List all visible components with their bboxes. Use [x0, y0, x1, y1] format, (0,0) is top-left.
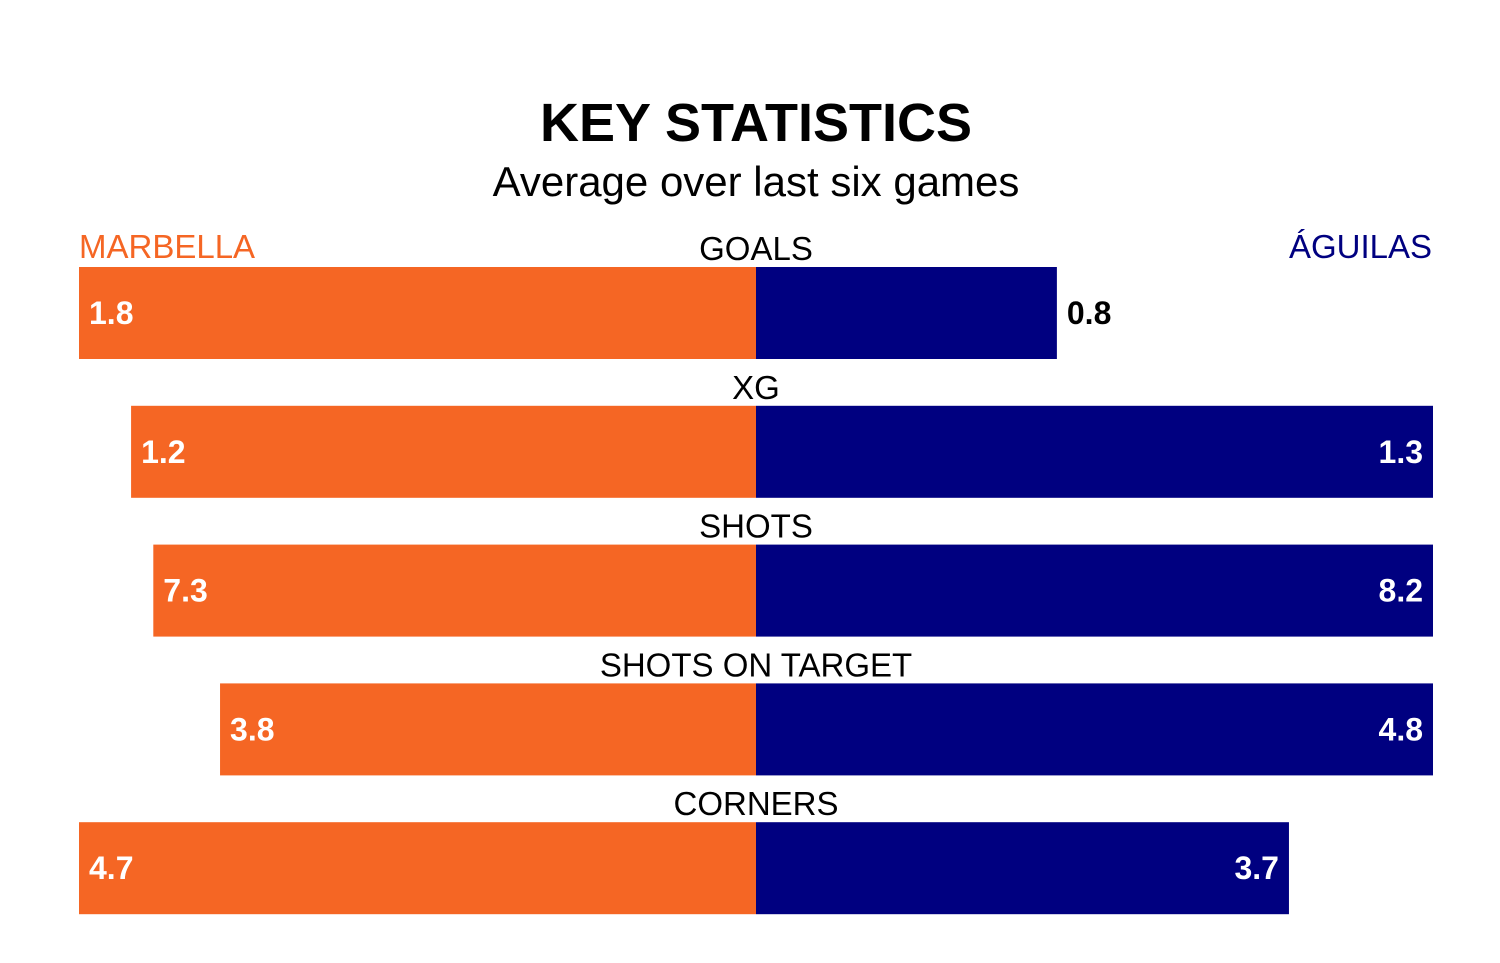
value-label: 4.8	[1379, 711, 1423, 747]
bar-marbella	[153, 544, 756, 637]
bar-marbella	[220, 683, 756, 776]
value-label: 1.2	[141, 434, 185, 470]
value-label: 0.8	[1067, 295, 1111, 331]
bar-marbella	[79, 267, 756, 359]
value-label: 7.3	[163, 573, 207, 609]
bar-away	[756, 683, 1433, 776]
category-label: XG	[732, 369, 780, 406]
value-label: 1.3	[1379, 434, 1423, 470]
bar-away	[756, 544, 1433, 637]
value-label: 3.7	[1234, 850, 1278, 886]
bar-away	[756, 405, 1433, 498]
category-label: SHOTS	[699, 508, 813, 545]
away-team-label: ÁGUILAS	[1288, 228, 1432, 265]
bar-marbella	[79, 822, 756, 915]
category-label: CORNERS	[673, 785, 838, 822]
home-team-label: MARBELLA	[79, 228, 256, 265]
value-label: 3.8	[230, 711, 274, 747]
value-label: 4.7	[89, 850, 133, 886]
category-label: GOALS	[699, 230, 813, 267]
bar-marbella	[131, 405, 757, 498]
bar-away	[756, 267, 1057, 359]
category-label: SHOTS ON TARGET	[600, 646, 912, 683]
bar-away	[756, 822, 1289, 915]
chart-title: KEY STATISTICS	[539, 93, 973, 153]
value-label: 1.8	[89, 295, 133, 331]
chart-subtitle: Average over last six games	[492, 158, 1020, 205]
value-label: 8.2	[1379, 573, 1423, 609]
